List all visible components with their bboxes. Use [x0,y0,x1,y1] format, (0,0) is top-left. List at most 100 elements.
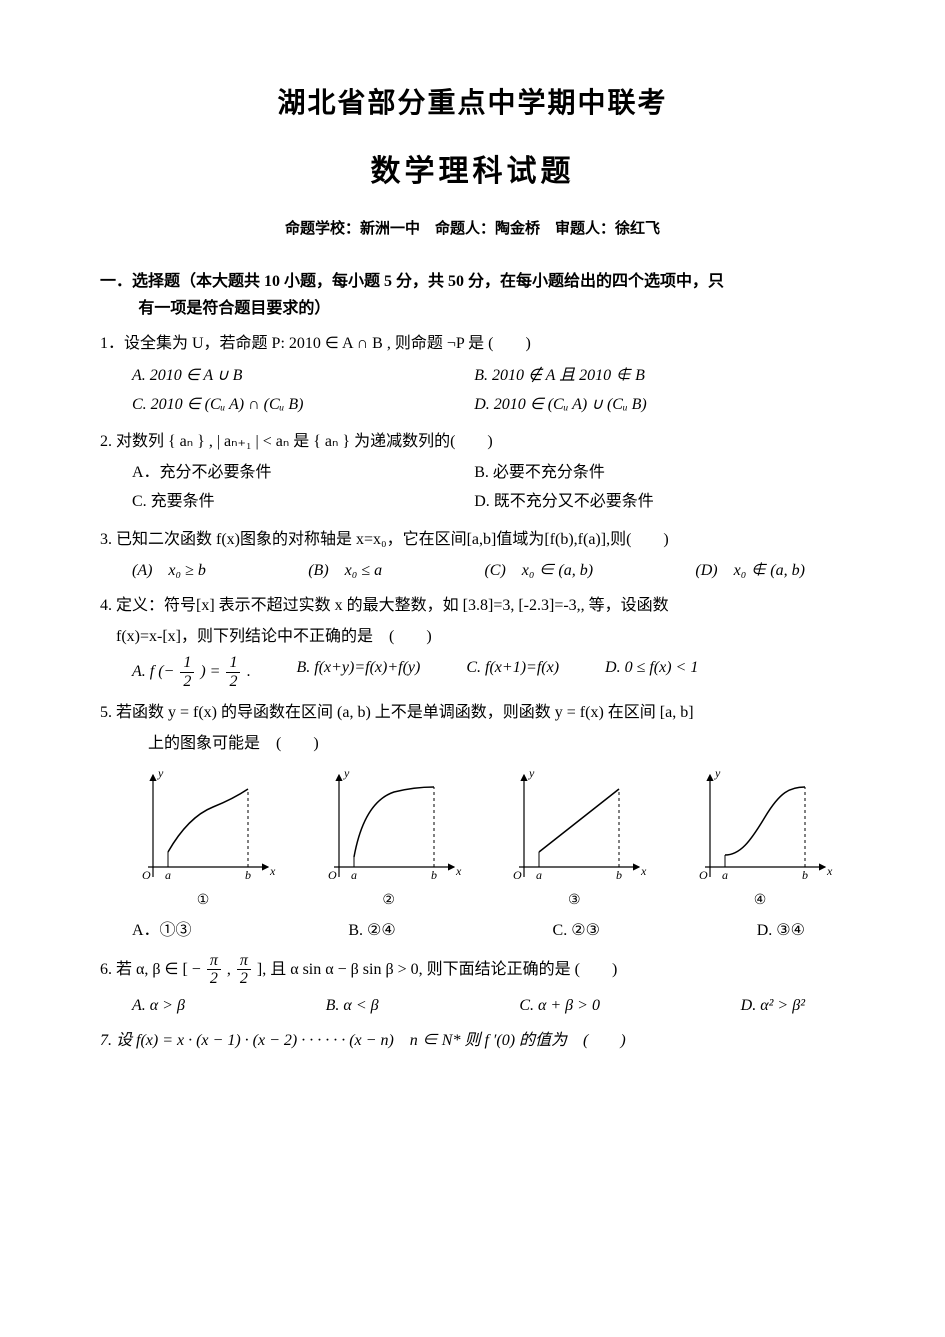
svg-text:y: y [528,767,535,780]
q4-a-num2: 1 [226,654,240,673]
q6-stem-mid: , [227,961,235,978]
chart-icon: O y x a b [685,767,835,887]
q1-stem: 1．设全集为 U，若命题 P: 2010 ∈ A ∩ B , 则命题 ¬P 是 … [100,330,845,357]
question-7: 7. 设 f(x) = x · (x − 1) · (x − 2) · · · … [100,1027,845,1054]
q1-options: A. 2010 ∈ A ∪ B B. 2010 ∉ A 且 2010 ∉ B C… [132,362,845,420]
chart-icon: O y x a b [314,767,464,887]
svg-text:x: x [455,864,462,878]
question-2: 2. 对数列 { aₙ } , | aₙ₊₁ | < aₙ 是 { aₙ } 为… [100,428,845,518]
svg-text:b: b [616,868,622,882]
question-1: 1．设全集为 U，若命题 P: 2010 ∈ A ∩ B , 则命题 ¬P 是 … [100,330,845,420]
section-1-heading-line2: 有一项是符合题目要求的） [138,295,845,322]
q6-opt-a: A. α > β [132,992,185,1019]
q5-diagrams: O y x a b ① O y x [128,767,845,913]
svg-text:O: O [699,868,708,882]
svg-text:a: a [722,868,728,882]
svg-text:a: a [351,868,357,882]
q2-opt-c: C. 充要条件 [132,488,474,515]
q6-stem: 6. 若 α, β ∈ [ − π 2 , π 2 ], 且 α sin α −… [100,952,845,988]
svg-text:O: O [142,868,151,882]
fraction-icon: π 2 [207,952,221,988]
q4-stem-l2: f(x)=x-[x]，则下列结论中不正确的是 ( ) [116,623,845,650]
q6-opt-c: C. α + β > 0 [519,992,600,1019]
section-1-heading-line1: 一．选择题（本大题共 10 小题，每小题 5 分，共 50 分，在每小题给出的四… [100,273,724,290]
q6-stem-pre: 6. 若 α, β ∈ [ − [100,961,201,978]
q5-opt-a: A．①③ [132,917,192,944]
svg-text:O: O [513,868,522,882]
chart-icon: O y x a b [128,767,278,887]
q4-a-pre: A. f (− [132,663,174,680]
q2-opt-b: B. 必要不充分条件 [474,459,816,486]
q4-opt-a: A. f (− 1 2 ) = 1 2 . [132,654,250,690]
q4-a-num: 1 [180,654,194,673]
q4-opt-d: D. 0 ≤ f(x) < 1 [605,654,698,690]
q6-stem-post: ], 且 α sin α − β sin β > 0, 则下面结论正确的是 ( … [257,961,617,978]
q4-a-post: . [246,663,250,680]
q7-stem: 7. 设 f(x) = x · (x − 1) · (x − 2) · · · … [100,1027,845,1054]
svg-text:x: x [826,864,833,878]
q5-stem-l1: 5. 若函数 y = f(x) 的导函数在区间 (a, b) 上不是单调函数，则… [100,699,845,726]
q2-options: A．充分不必要条件 B. 必要不充分条件 C. 充要条件 D. 既不充分又不必要… [132,459,845,517]
q3-stem: 3. 已知二次函数 f(x)图象的对称轴是 x=x₀，它在区间[a,b]值域为[… [100,526,845,553]
q4-a-den: 2 [180,673,194,691]
q5-stem-l2: 上的图象可能是 ( ) [148,730,845,757]
svg-text:y: y [157,767,164,780]
q5-diagram-4: O y x a b ④ [685,767,835,913]
q2-opt-a: A．充分不必要条件 [132,459,474,486]
svg-text:a: a [536,868,542,882]
chart-icon: O y x a b [499,767,649,887]
svg-text:a: a [165,868,171,882]
q5-opt-d: D. ③④ [757,917,805,944]
q5-diagram-2: O y x a b ② [314,767,464,913]
q4-a-den2: 2 [226,673,240,691]
fraction-icon: 1 2 [226,654,240,690]
q5-options: A．①③ B. ②④ C. ②③ D. ③④ [132,917,845,944]
q1-opt-c: C. 2010 ∈ (Cᵤ A) ∩ (Cᵤ B) [132,391,474,418]
q6-num1: π [207,952,221,971]
q5-diagram-1: O y x a b ① [128,767,278,913]
q3-opt-b: (B) x₀ ≤ a [308,557,382,584]
question-5: 5. 若函数 y = f(x) 的导函数在区间 (a, b) 上不是单调函数，则… [100,699,845,944]
q6-opt-b: B. α < β [326,992,379,1019]
q3-opt-d: (D) x₀ ∉ (a, b) [695,557,805,584]
q5-opt-c: C. ②③ [553,917,600,944]
q5-diag2-label: ② [314,889,464,913]
q4-stem-l1: 4. 定义：符号[x] 表示不超过实数 x 的最大整数，如 [3.8]=3, [… [100,592,845,619]
q1-opt-d: D. 2010 ∈ (Cᵤ A) ∪ (Cᵤ B) [474,391,816,418]
q6-options: A. α > β B. α < β C. α + β > 0 D. α² > β… [132,992,845,1019]
q5-opt-b: B. ②④ [348,917,395,944]
q6-den1: 2 [207,970,221,988]
q6-num2: π [237,952,251,971]
q1-opt-a: A. 2010 ∈ A ∪ B [132,362,474,389]
q3-options: (A) x₀ ≥ b (B) x₀ ≤ a (C) x₀ ∈ (a, b) (D… [132,557,845,584]
svg-text:y: y [343,767,350,780]
section-1-heading: 一．选择题（本大题共 10 小题，每小题 5 分，共 50 分，在每小题给出的四… [100,268,845,322]
fraction-icon: π 2 [237,952,251,988]
byline: 命题学校：新洲一中 命题人：陶金桥 审题人：徐红飞 [100,217,845,243]
q2-opt-d: D. 既不充分又不必要条件 [474,488,816,515]
question-3: 3. 已知二次函数 f(x)图象的对称轴是 x=x₀，它在区间[a,b]值域为[… [100,526,845,584]
svg-text:x: x [640,864,647,878]
page-title-2: 数学理科试题 [100,146,845,197]
q5-diag3-label: ③ [499,889,649,913]
question-6: 6. 若 α, β ∈ [ − π 2 , π 2 ], 且 α sin α −… [100,952,845,1019]
q6-opt-d: D. α² > β² [741,992,805,1019]
q4-opt-b: B. f(x+y)=f(x)+f(y) [296,654,420,690]
q3-opt-c: (C) x₀ ∈ (a, b) [484,557,593,584]
svg-text:y: y [714,767,721,780]
q6-den2: 2 [237,970,251,988]
q1-opt-b: B. 2010 ∉ A 且 2010 ∉ B [474,362,816,389]
q4-options: A. f (− 1 2 ) = 1 2 . B. f(x+y)=f(x)+f(y… [132,654,845,690]
svg-text:b: b [245,868,251,882]
svg-text:b: b [431,868,437,882]
svg-text:b: b [802,868,808,882]
q5-diag1-label: ① [128,889,278,913]
svg-text:x: x [269,864,276,878]
q2-stem: 2. 对数列 { aₙ } , | aₙ₊₁ | < aₙ 是 { aₙ } 为… [100,428,845,455]
question-4: 4. 定义：符号[x] 表示不超过实数 x 的最大整数，如 [3.8]=3, [… [100,592,845,691]
page-title-1: 湖北省部分重点中学期中联考 [100,80,845,128]
fraction-icon: 1 2 [180,654,194,690]
svg-text:O: O [328,868,337,882]
q3-opt-a: (A) x₀ ≥ b [132,557,206,584]
q5-diagram-3: O y x a b ③ [499,767,649,913]
